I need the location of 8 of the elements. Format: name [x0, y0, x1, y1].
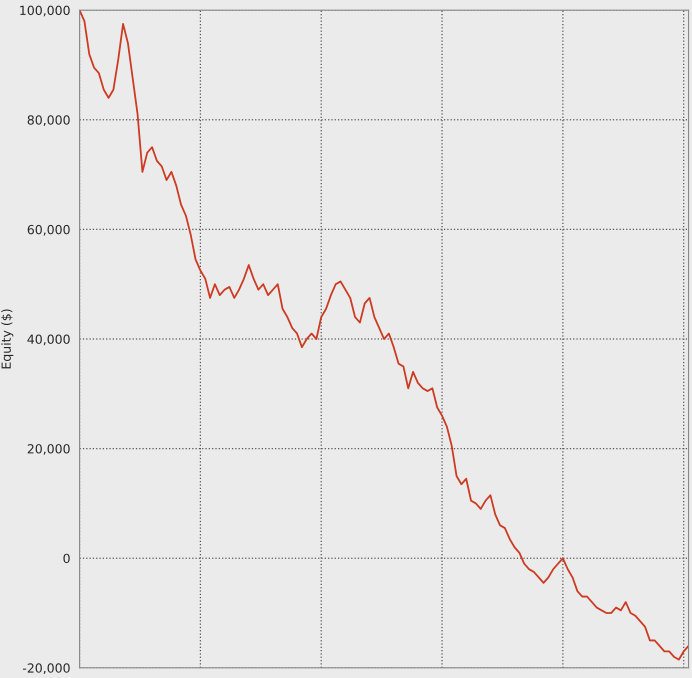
y-axis-title: Equity ($): [1, 309, 14, 368]
y-tick-label: 60,000: [28, 224, 70, 236]
y-tick-label: 100,000: [20, 6, 70, 16]
y-tick-label: 80,000: [28, 115, 70, 126]
y-tick-label: 40,000: [27, 334, 70, 346]
y-tick-label: -20,000: [22, 663, 70, 674]
y-tick-label: 20,000: [28, 444, 70, 455]
y-tick-label: 0: [63, 554, 70, 564]
